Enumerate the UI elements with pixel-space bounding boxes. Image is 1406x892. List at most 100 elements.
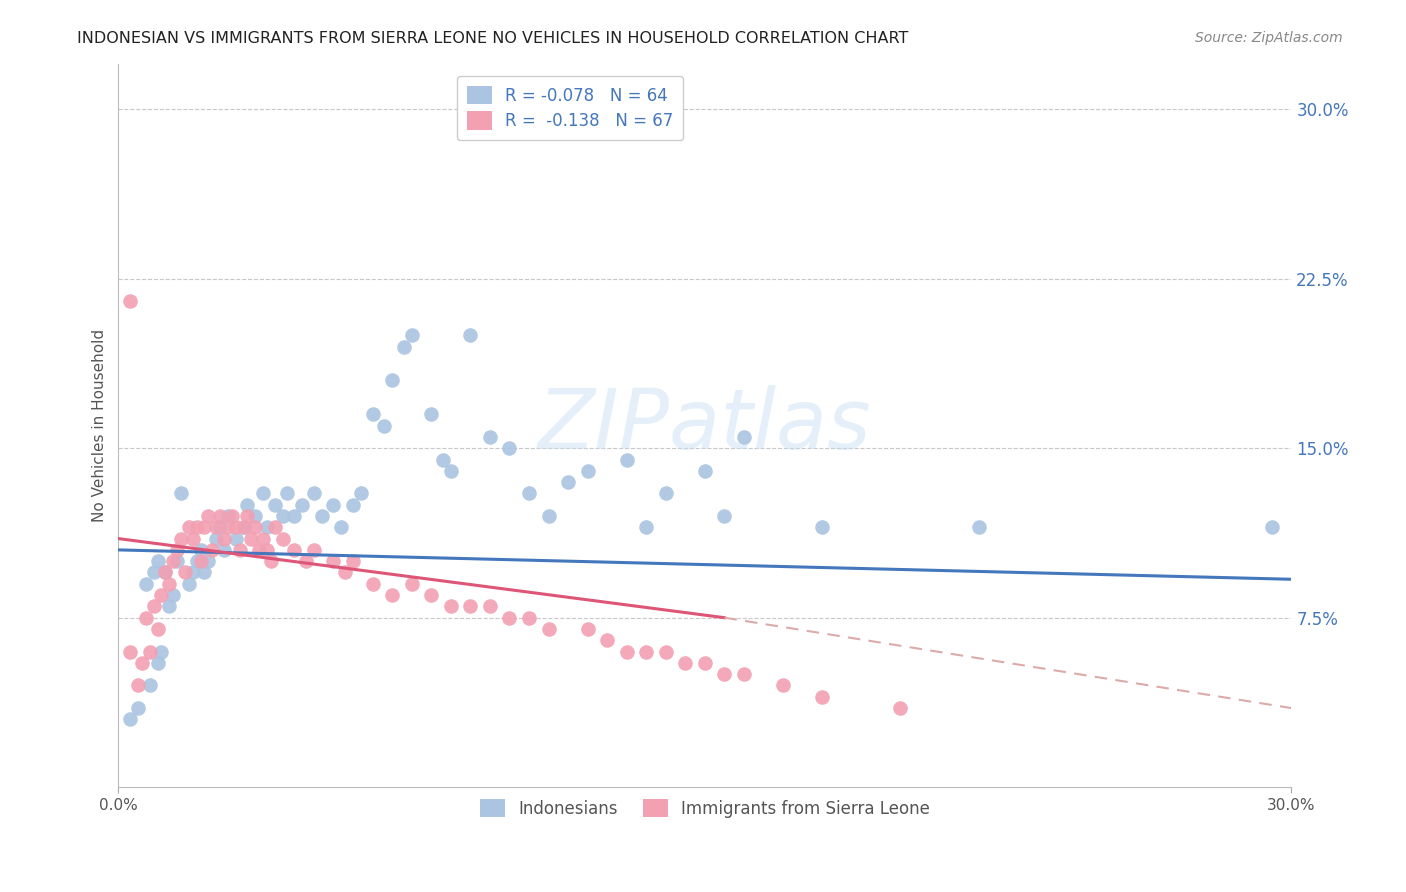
Point [392,339,415,353]
Point [373,418,395,433]
Point [205,532,228,546]
Point [212,542,235,557]
Point [517,610,540,624]
Point [478,599,501,614]
Point [256,520,278,534]
Point [322,498,344,512]
Point [811,520,834,534]
Point [240,532,263,546]
Point [967,520,990,534]
Point [889,701,911,715]
Point [537,622,560,636]
Point [673,656,696,670]
Point [166,554,188,568]
Point [197,554,219,568]
Point [193,520,215,534]
Point [150,644,173,658]
Point [537,508,560,523]
Point [212,532,235,546]
Point [252,486,274,500]
Point [440,599,463,614]
Point [170,532,193,546]
Point [245,520,267,534]
Point [693,656,716,670]
Point [181,532,204,546]
Text: Source: ZipAtlas.com: Source: ZipAtlas.com [1195,31,1343,45]
Point [498,441,520,455]
Point [209,508,232,523]
Point [420,407,443,421]
Point [217,508,239,523]
Point [291,498,314,512]
Y-axis label: No Vehicles in Household: No Vehicles in Household [93,329,107,522]
Point [135,610,157,624]
Point [155,566,177,580]
Point [693,464,716,478]
Point [162,554,184,568]
Point [146,656,169,670]
Point [146,554,169,568]
Point [596,633,619,648]
Point [142,599,165,614]
Point [157,599,180,614]
Point [335,566,357,580]
Point [209,520,232,534]
Point [401,576,423,591]
Point [252,532,274,546]
Point [713,508,735,523]
Point [557,475,579,489]
Point [190,542,212,557]
Point [186,554,208,568]
Point [271,508,294,523]
Point [302,486,325,500]
Point [245,508,267,523]
Point [655,486,678,500]
Point [283,508,305,523]
Point [170,486,193,500]
Point [576,622,599,636]
Point [177,520,200,534]
Point [440,464,463,478]
Point [221,508,243,523]
Point [263,520,285,534]
Point [401,328,423,343]
Point [193,566,215,580]
Point [217,520,239,534]
Point [138,644,160,658]
Point [811,690,834,704]
Point [138,678,160,692]
Point [201,542,224,557]
Point [733,430,755,444]
Point [232,520,254,534]
Point [733,667,755,681]
Point [636,644,658,658]
Point [247,542,270,557]
Point [142,566,165,580]
Point [330,520,353,534]
Point [162,588,184,602]
Point [478,430,501,444]
Point [177,576,200,591]
Point [361,576,384,591]
Point [127,678,149,692]
Point [576,464,599,478]
Point [232,520,254,534]
Point [460,328,482,343]
Point [772,678,794,692]
Point [146,622,169,636]
Point [181,566,204,580]
Point [283,542,305,557]
Point [166,542,188,557]
Point [225,520,247,534]
Point [381,373,404,387]
Point [263,498,285,512]
Point [342,498,364,512]
Point [236,508,259,523]
Point [636,520,658,534]
Point [174,566,197,580]
Point [271,532,294,546]
Point [713,667,735,681]
Point [155,566,177,580]
Text: ZIPatlas: ZIPatlas [538,385,872,467]
Point [460,599,482,614]
